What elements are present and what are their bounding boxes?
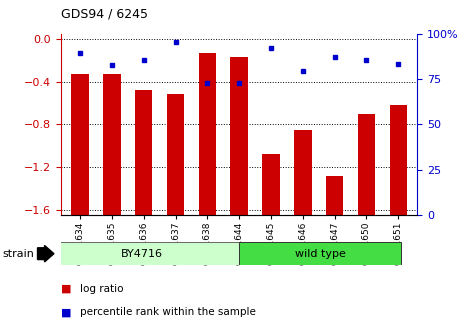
Text: GDS94 / 6245: GDS94 / 6245 [61,7,148,20]
Bar [45,242,239,265]
Bar [103,74,121,215]
Text: wild type: wild type [295,249,346,259]
FancyArrow shape [38,245,54,262]
Bar [239,242,401,265]
Text: percentile rank within the sample: percentile rank within the sample [80,307,256,318]
Bar [230,57,248,215]
Bar [71,74,89,215]
Text: ■: ■ [61,284,71,294]
Bar [198,53,216,215]
Bar [294,130,311,215]
Text: BY4716: BY4716 [121,249,163,259]
Bar [390,105,407,215]
Text: ■: ■ [61,307,71,318]
Text: log ratio: log ratio [80,284,123,294]
Bar [167,94,184,215]
Bar [326,175,343,215]
Text: strain: strain [2,249,34,259]
Bar [358,114,375,215]
Bar [262,154,280,215]
Bar [135,90,152,215]
